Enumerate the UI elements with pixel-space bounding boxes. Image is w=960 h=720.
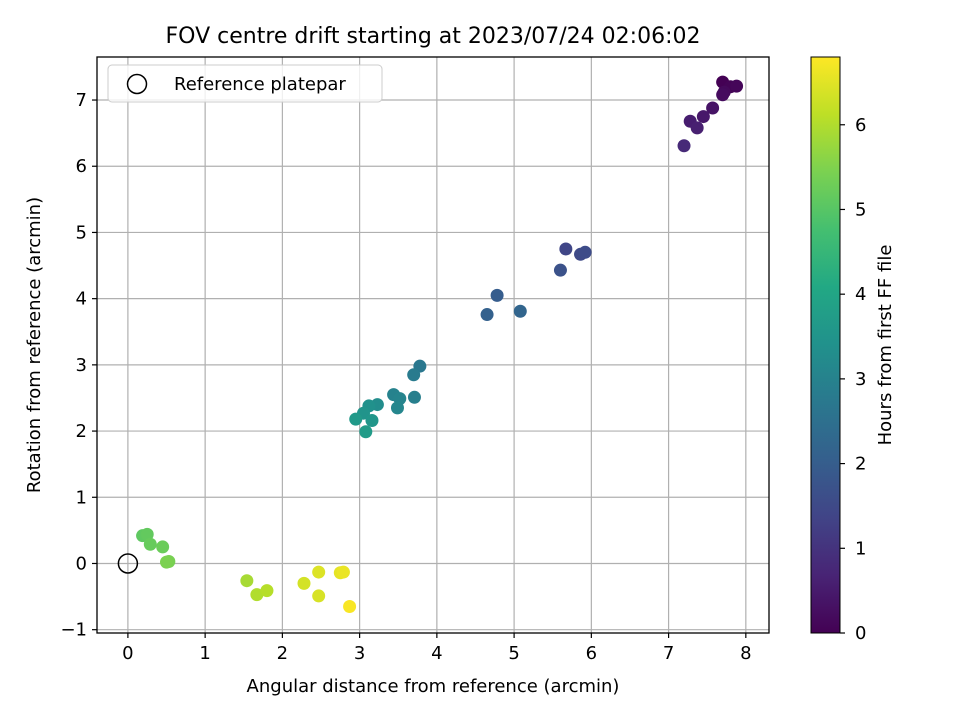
x-tick-label: 8	[740, 643, 751, 664]
y-tick-label: 6	[76, 156, 87, 177]
colorbar-tick-label: 6	[855, 115, 866, 136]
data-point	[250, 588, 264, 602]
data-point	[359, 425, 373, 439]
data-point	[260, 584, 274, 598]
reference-layer	[117, 553, 139, 574]
data-point	[297, 576, 311, 590]
colorbar-tick-label: 4	[855, 284, 866, 305]
x-tick-label: 0	[122, 643, 133, 664]
data-point	[336, 565, 350, 579]
data-point	[578, 245, 592, 259]
data-point	[407, 390, 421, 404]
legend-box	[107, 64, 383, 103]
y-axis-label: Rotation from reference (arcmin)	[24, 197, 45, 493]
x-tick-label: 5	[508, 643, 519, 664]
data-point	[480, 308, 494, 322]
data-point	[143, 537, 157, 551]
colorbar-tick-label: 0	[855, 623, 866, 644]
data-point	[365, 413, 379, 427]
data-point	[349, 412, 363, 426]
colorbar-tick-label: 5	[855, 199, 866, 220]
x-tick-label: 2	[277, 643, 288, 664]
data-points	[136, 75, 744, 614]
colorbar: 0 1 2 3 4 5 6 Hours from first FF file	[810, 56, 896, 644]
data-point	[706, 101, 720, 115]
y-tick-label: 4	[76, 289, 87, 310]
chart-title: FOV centre drift starting at 2023/07/24 …	[166, 24, 701, 49]
colorbar-gradient	[810, 56, 841, 634]
legend-entry-reference: Reference platepar	[174, 74, 346, 95]
x-tick-label: 1	[199, 643, 210, 664]
grid	[97, 57, 769, 633]
data-point	[312, 589, 326, 603]
data-point	[240, 574, 254, 588]
data-point	[730, 79, 744, 93]
x-tick-label: 3	[354, 643, 365, 664]
data-point	[690, 121, 704, 135]
colorbar-ticks: 0 1 2 3 4 5 6	[840, 115, 866, 644]
colorbar-tick-label: 1	[855, 538, 866, 559]
data-point	[559, 242, 573, 256]
reference-platepar-marker	[117, 553, 139, 574]
y-tick-label: −1	[60, 620, 87, 641]
y-tick-label: 5	[76, 222, 87, 243]
colorbar-label: Hours from first FF file	[875, 245, 896, 446]
data-point	[156, 540, 170, 554]
colorbar-tick-label: 2	[855, 454, 866, 475]
data-point	[390, 401, 404, 415]
x-axis-ticks: 0 1 2 3 4 5 6 7 8	[122, 633, 752, 664]
data-point	[677, 139, 691, 153]
data-point	[160, 555, 174, 569]
data-point	[716, 88, 730, 102]
plot-frame	[96, 56, 770, 634]
x-tick-label: 7	[663, 643, 674, 664]
data-point	[312, 565, 326, 579]
data-point	[407, 368, 421, 382]
x-tick-label: 6	[586, 643, 597, 664]
data-point	[490, 288, 504, 302]
colorbar-tick-label: 3	[855, 369, 866, 390]
x-tick-label: 4	[431, 643, 442, 664]
data-point	[696, 110, 710, 124]
y-axis-ticks: −1 0 1 2 3 4 5 6 7	[60, 90, 97, 641]
y-tick-label: 3	[76, 355, 87, 376]
y-tick-label: 2	[76, 421, 87, 442]
y-tick-label: 0	[76, 553, 87, 574]
y-tick-label: 7	[76, 90, 87, 111]
x-axis-label: Angular distance from reference (arcmin)	[247, 676, 620, 697]
data-point	[140, 527, 154, 541]
y-tick-label: 1	[76, 487, 87, 508]
data-point	[553, 263, 567, 277]
legend: Reference platepar	[107, 64, 383, 103]
legend-marker-icon	[126, 73, 148, 95]
data-point	[343, 600, 357, 614]
data-point	[513, 304, 527, 318]
